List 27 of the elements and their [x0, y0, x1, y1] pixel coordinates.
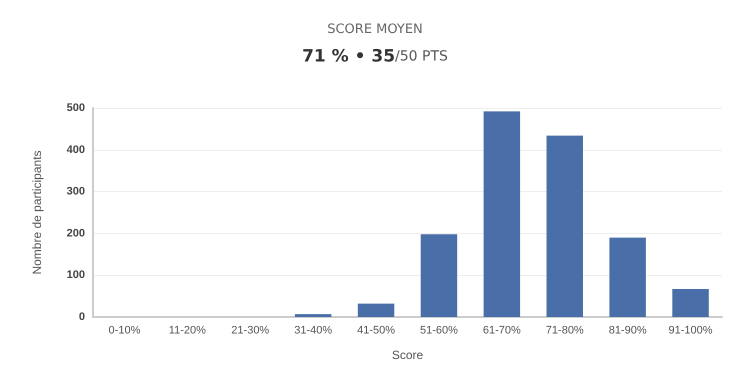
x-tick-label: 71-80% — [546, 324, 584, 336]
x-tick-label: 91-100% — [668, 324, 713, 336]
x-tick-label: 21-30% — [231, 324, 270, 336]
y-tick-label: 300 — [66, 186, 85, 198]
y-tick-label: 400 — [66, 144, 85, 156]
x-tick-label: 51-60% — [420, 324, 458, 336]
bar — [672, 288, 709, 317]
chart-title: SCORE MOYEN — [327, 22, 423, 37]
x-tick-label: 81-90% — [608, 324, 647, 336]
x-tick-label: 11-20% — [168, 324, 206, 336]
x-tick-label: 61-70% — [482, 324, 522, 336]
x-axis-title: Score — [392, 348, 424, 362]
y-tick-label: 200 — [66, 227, 85, 240]
y-axis-title: Nombre de participants — [30, 150, 44, 275]
x-tick-label: 41-50% — [357, 324, 396, 336]
bar — [484, 111, 520, 317]
bar — [358, 304, 394, 317]
chart-subtitle: 71 % • 35/50 PTS — [302, 46, 448, 66]
y-tick-label: 100 — [66, 269, 85, 282]
bar — [546, 136, 583, 317]
x-tick-label: 31-40% — [294, 324, 332, 336]
x-tick-label: 0-10% — [108, 324, 141, 336]
y-tick-label: 500 — [66, 102, 85, 114]
bar — [294, 314, 332, 317]
y-tick-label: 0 — [78, 311, 85, 323]
bar — [609, 238, 646, 317]
bar — [420, 234, 458, 317]
